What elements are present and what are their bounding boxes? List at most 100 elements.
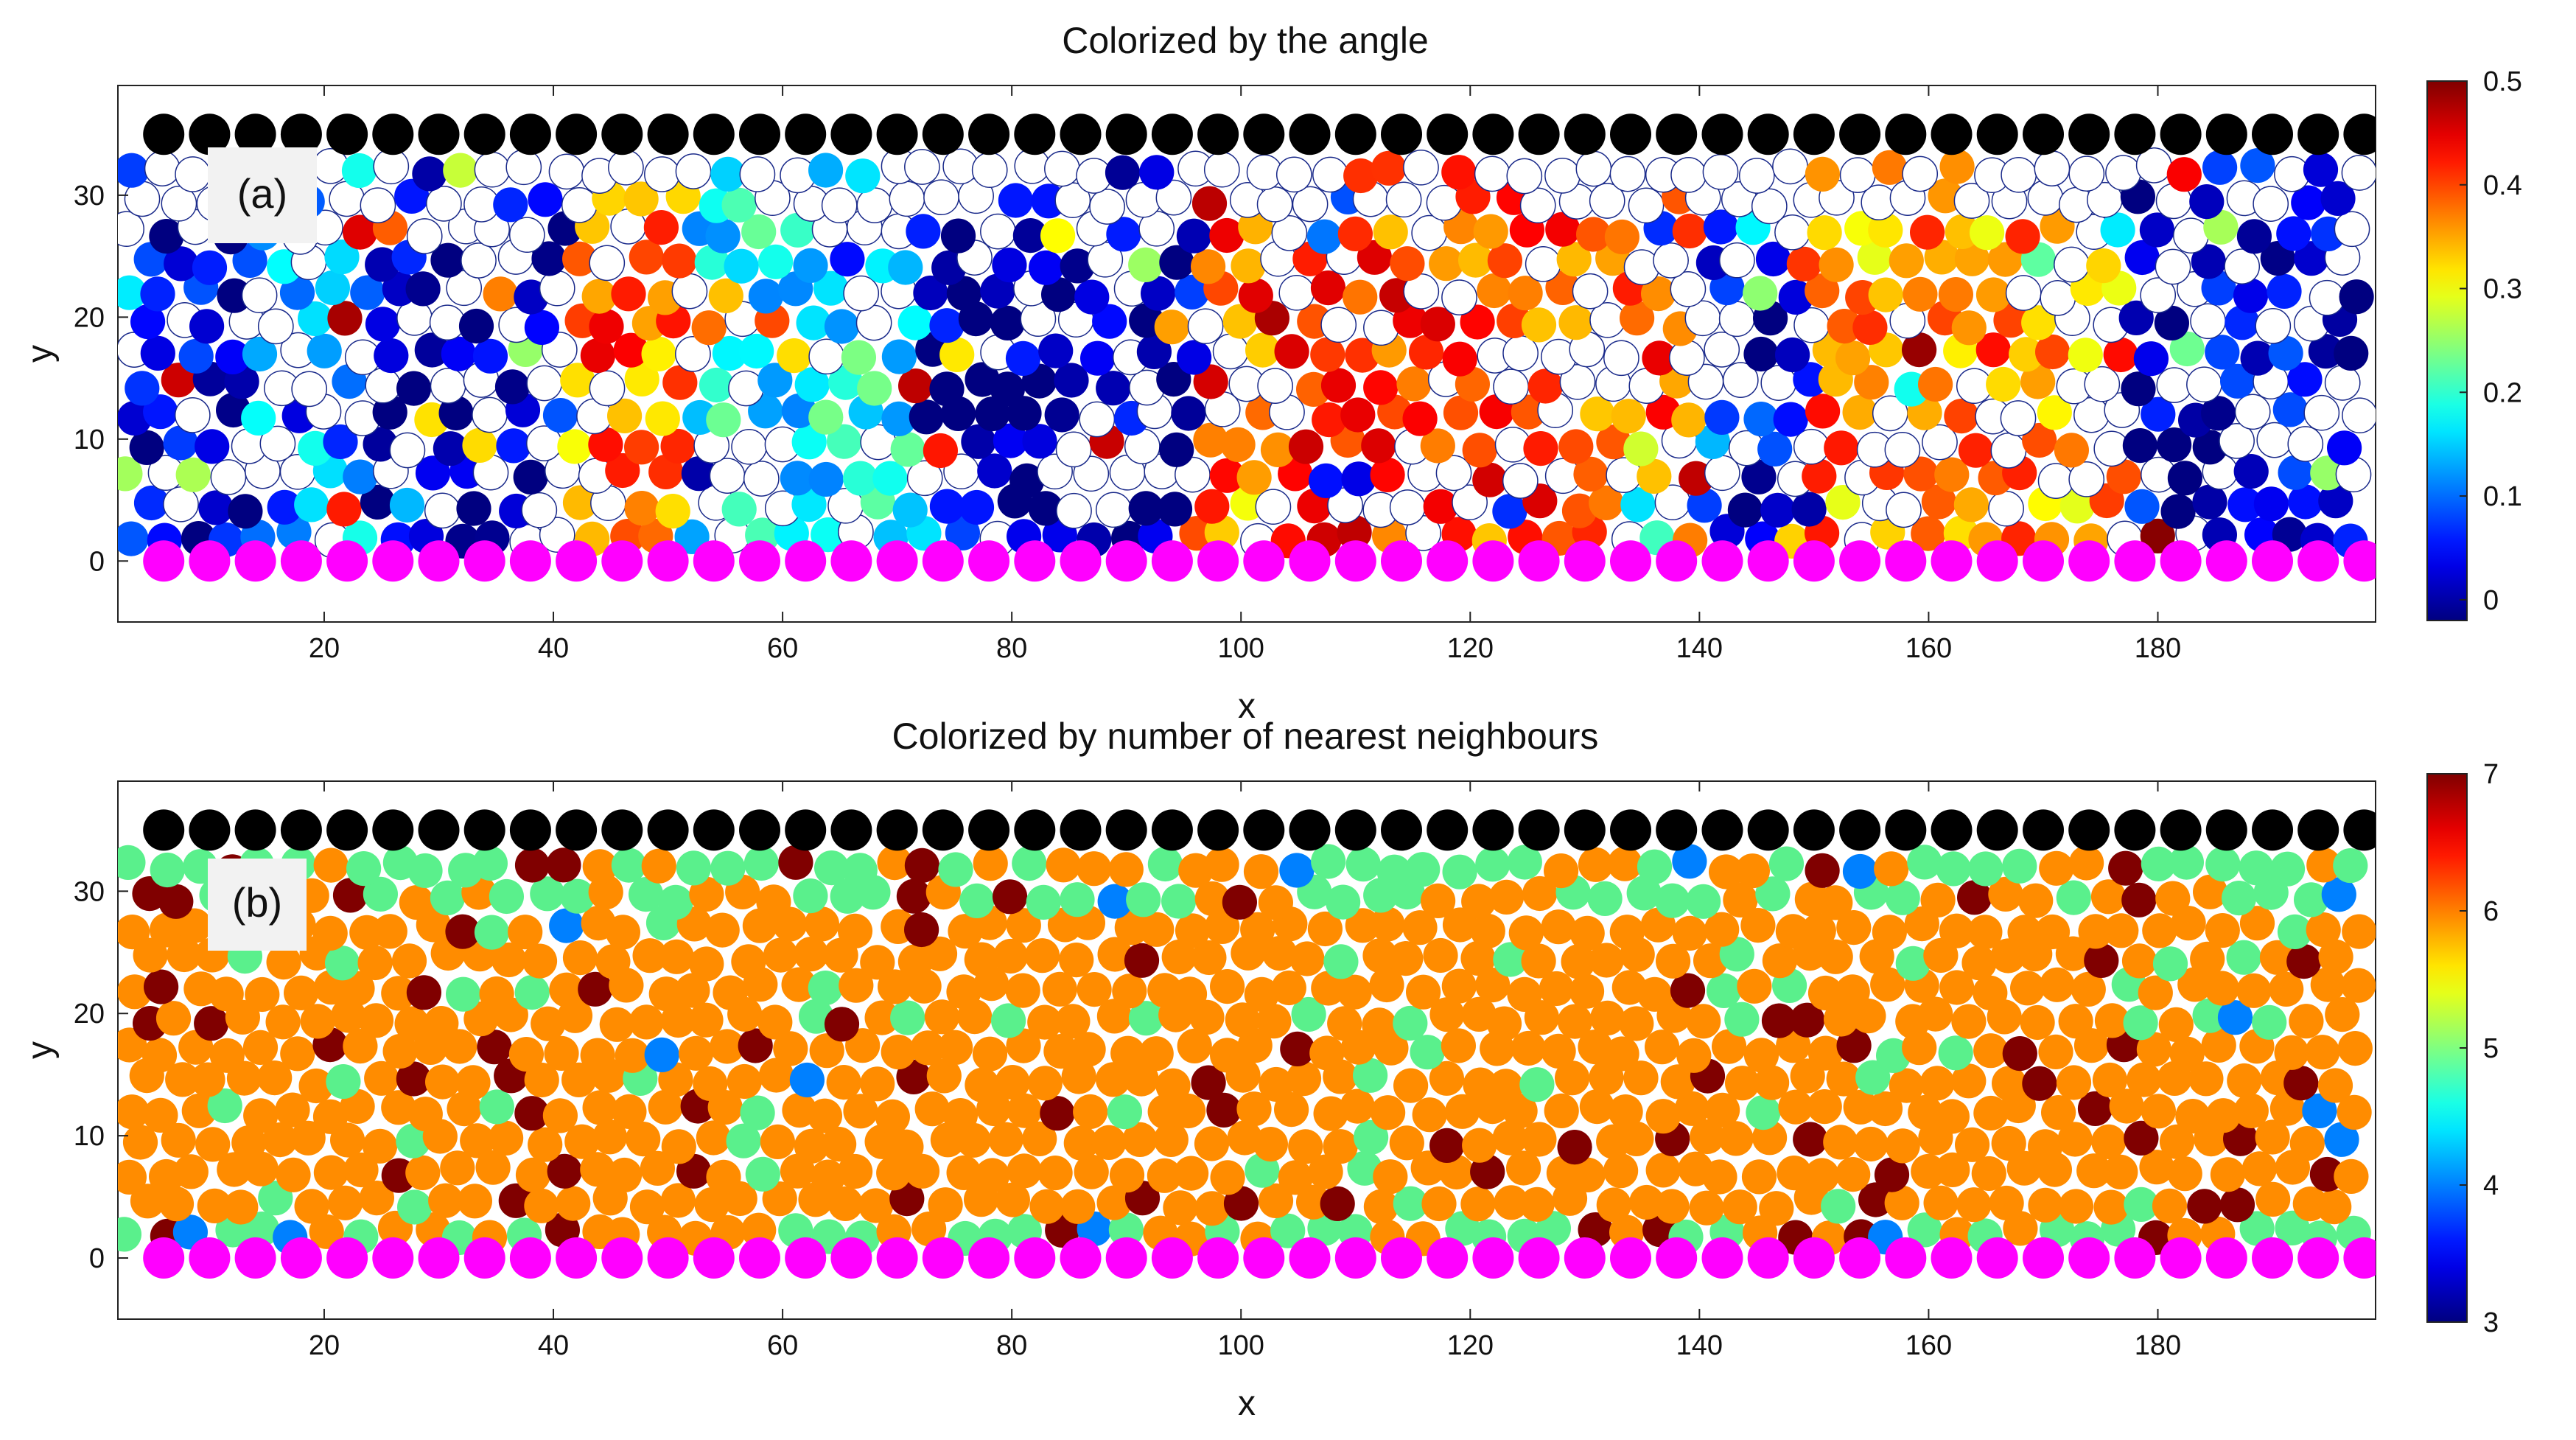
particle-point [710, 156, 746, 192]
particle-point [959, 883, 995, 918]
particle-point [1153, 1122, 1189, 1157]
particle-point [1341, 461, 1376, 497]
particle-point [2240, 148, 2275, 184]
particle-point [1441, 279, 1477, 315]
particle-point [327, 301, 363, 336]
particle-point [1493, 368, 1529, 405]
particle-point [174, 397, 211, 433]
top-wall-particle [1656, 113, 1698, 155]
particle-point [1519, 187, 1556, 224]
bottom-wall-particle [1656, 540, 1698, 582]
particle-point [1579, 1089, 1614, 1125]
particle-point [2327, 430, 2362, 466]
particle-point [1191, 249, 1226, 284]
particle-point [1521, 943, 1556, 979]
particle-point [1939, 149, 1975, 184]
particle-point [1951, 1004, 1987, 1039]
particle-point [2291, 185, 2326, 220]
particle-point [2005, 275, 2042, 311]
particle-point [1488, 879, 1525, 915]
particle-point [315, 270, 350, 306]
particle-point [1112, 974, 1147, 1009]
particle-point [881, 1035, 916, 1070]
particle-point [605, 915, 641, 950]
particle-point [1089, 189, 1125, 225]
top-wall-particle [830, 113, 872, 155]
particle-point [1705, 1092, 1740, 1128]
particle-point [581, 279, 617, 314]
particle-point [2201, 396, 2236, 431]
particle-point [1231, 248, 1266, 284]
particle-point [1939, 970, 1975, 1005]
bottom-wall-particle [1793, 1237, 1835, 1279]
bottom-wall-particle [1151, 540, 1193, 582]
particle-point [606, 1157, 643, 1193]
particle-point [1623, 1060, 1659, 1096]
particle-point [758, 244, 794, 279]
particle-point [938, 1030, 973, 1065]
particle-point [1741, 1159, 1777, 1195]
particle-point [231, 1125, 267, 1161]
bottom-wall-particle [1885, 1237, 1927, 1279]
particle-point [1028, 491, 1063, 526]
particle-point [1107, 1094, 1142, 1130]
particle-point [1805, 156, 1840, 192]
particle-point [626, 1122, 661, 1157]
top-wall-particle [1105, 113, 1147, 155]
particle-point [1718, 1121, 1754, 1156]
particle-point [118, 211, 144, 248]
particle-point [1867, 1091, 1903, 1127]
particle-point [841, 340, 876, 375]
particle-point [623, 181, 659, 217]
particle-point [133, 485, 169, 521]
particle-point [1953, 183, 1990, 219]
particle-point [455, 1065, 491, 1100]
particle-point [1363, 310, 1399, 346]
particle-point [2020, 1004, 2055, 1041]
particle-point [1340, 397, 1376, 433]
particle-point [2337, 1094, 2372, 1130]
particle-point [494, 369, 531, 405]
particle-point [1558, 429, 1594, 464]
particle-point [1278, 1160, 1313, 1195]
particle-point [175, 457, 211, 492]
particle-point [1544, 1093, 1579, 1128]
particle-point [1704, 332, 1740, 368]
particle-point [961, 424, 996, 459]
particle-point [2022, 422, 2057, 458]
top-wall-particle [2160, 113, 2202, 155]
particle-point [811, 517, 846, 553]
particle-point [1992, 1066, 2027, 1101]
particle-point [1825, 485, 1861, 520]
particle-point [2109, 1088, 2144, 1124]
top-wall-particle [2252, 113, 2293, 155]
particle-point [892, 492, 928, 528]
particle-point [2071, 971, 2106, 1007]
particle-point [1637, 849, 1673, 884]
particle-point [1369, 967, 1404, 1003]
particle-point [827, 1186, 863, 1221]
particle-point [659, 939, 694, 974]
bottom-wall-particle [2343, 540, 2376, 582]
particle-point [1288, 429, 1324, 464]
particle-point [1620, 301, 1655, 336]
top-wall-particle [876, 809, 918, 851]
particle-point [343, 459, 378, 494]
particle-point [1854, 365, 1889, 400]
particle-point [1805, 853, 1840, 888]
particle-point [878, 969, 913, 1004]
particle-point [1868, 277, 1903, 312]
bottom-wall-particle [189, 1237, 231, 1279]
particle-point [2037, 463, 2074, 499]
particle-point [1807, 1035, 1844, 1071]
panel-a: Colorized by the angle 20 40 60 80 100 120 140… [21, 20, 2522, 726]
particle-point [2039, 850, 2074, 886]
particle-point [1609, 915, 1645, 950]
particle-point [780, 461, 815, 496]
particle-point [1175, 274, 1210, 310]
particle-point [457, 1184, 493, 1219]
particle-point [118, 456, 143, 492]
particle-point [1429, 1060, 1464, 1096]
particle-point [1260, 432, 1296, 468]
particle-point [118, 845, 146, 880]
